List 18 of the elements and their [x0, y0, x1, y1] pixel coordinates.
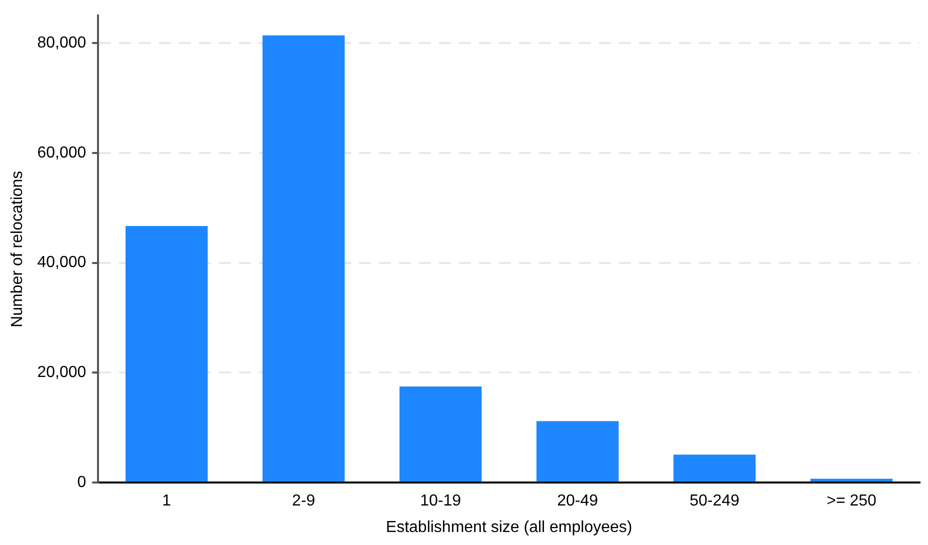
y-tick-label: 20,000	[37, 364, 86, 382]
x-axis-title: Establishment size (all employees)	[386, 518, 632, 536]
x-tick-label: 10-19	[420, 492, 462, 510]
bar	[536, 421, 619, 482]
x-tick-label: 20-49	[557, 492, 598, 510]
x-tick-label: 2-9	[292, 492, 316, 510]
x-tick-label: >= 250	[826, 492, 877, 510]
y-tick-label: 80,000	[37, 34, 86, 52]
x-tick-label: 50-249	[690, 492, 740, 510]
bar	[262, 35, 345, 482]
x-tick-label: 1	[162, 492, 172, 510]
y-tick-label: 60,000	[37, 144, 86, 162]
y-tick-label: 0	[77, 474, 86, 492]
bar	[399, 386, 482, 482]
y-tick-label: 40,000	[37, 254, 86, 272]
bar	[126, 226, 208, 482]
bar	[673, 454, 756, 482]
y-axis-title: Number of relocations	[9, 170, 26, 328]
